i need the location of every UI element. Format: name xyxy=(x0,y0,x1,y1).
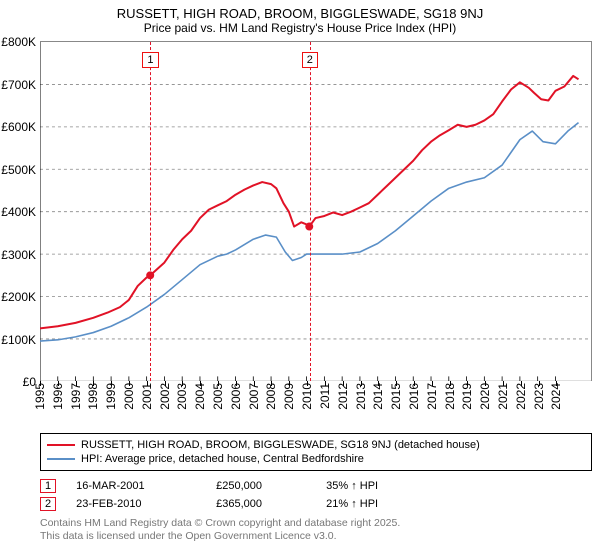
chart-area: £0£100K£200K£300K£400K£500K£600K£700K£80… xyxy=(40,41,592,381)
x-tick-label: 2007 xyxy=(247,383,261,410)
annotation-vline xyxy=(150,42,151,381)
x-tick-label: 2008 xyxy=(264,383,278,410)
x-tick-label: 2017 xyxy=(425,383,439,410)
sale-delta: 35% ↑ HPI xyxy=(326,480,378,492)
sale-date: 16-MAR-2001 xyxy=(76,480,196,492)
annotation-vline xyxy=(310,42,311,381)
x-tick-label: 2014 xyxy=(371,383,385,410)
x-tick-label: 2012 xyxy=(336,383,350,410)
sale-index-box: 2 xyxy=(40,497,56,511)
y-tick-label: £400K xyxy=(1,205,36,219)
x-tick-label: 2020 xyxy=(478,383,492,410)
y-tick-label: £600K xyxy=(1,120,36,134)
legend-label-red: RUSSETT, HIGH ROAD, BROOM, BIGGLESWADE, … xyxy=(81,439,480,451)
legend: RUSSETT, HIGH ROAD, BROOM, BIGGLESWADE, … xyxy=(40,433,592,471)
x-tick-label: 2018 xyxy=(443,383,457,410)
x-axis-ticks: 1995199619971998199920002001200220032004… xyxy=(40,381,592,425)
x-tick-label: 2019 xyxy=(460,383,474,410)
x-tick-label: 2022 xyxy=(514,383,528,410)
x-tick-label: 1996 xyxy=(51,383,65,410)
sale-date: 23-FEB-2010 xyxy=(76,498,196,510)
x-tick-label: 1995 xyxy=(33,383,47,410)
y-tick-label: £100K xyxy=(1,333,36,347)
footer: Contains HM Land Registry data © Crown c… xyxy=(40,517,592,543)
x-tick-label: 2013 xyxy=(354,383,368,410)
x-tick-label: 2021 xyxy=(496,383,510,410)
legend-row-red: RUSSETT, HIGH ROAD, BROOM, BIGGLESWADE, … xyxy=(47,438,585,452)
annotation-box: 1 xyxy=(142,52,158,68)
sale-price: £250,000 xyxy=(216,480,306,492)
x-tick-label: 2000 xyxy=(122,383,136,410)
x-tick-label: 2003 xyxy=(175,383,189,410)
x-tick-label: 2010 xyxy=(300,383,314,410)
x-tick-label: 1999 xyxy=(104,383,118,410)
x-tick-label: 2011 xyxy=(318,383,332,409)
x-tick-label: 1997 xyxy=(69,383,83,410)
x-tick-label: 2001 xyxy=(140,383,154,410)
x-tick-label: 2005 xyxy=(211,383,225,410)
y-tick-label: £700K xyxy=(1,78,36,92)
sale-row: 1 16-MAR-2001 £250,000 35% ↑ HPI xyxy=(40,477,592,495)
chart-svg xyxy=(40,42,591,381)
y-tick-label: £200K xyxy=(1,290,36,304)
x-tick-label: 2004 xyxy=(193,383,207,410)
legend-label-blue: HPI: Average price, detached house, Cent… xyxy=(81,453,364,465)
x-tick-label: 2023 xyxy=(532,383,546,410)
x-tick-label: 2015 xyxy=(389,383,403,410)
chart-subtitle: Price paid vs. HM Land Registry's House … xyxy=(0,21,600,35)
sale-price: £365,000 xyxy=(216,498,306,510)
legend-row-blue: HPI: Average price, detached house, Cent… xyxy=(47,452,585,466)
footer-line-1: Contains HM Land Registry data © Crown c… xyxy=(40,517,592,530)
y-tick-label: £500K xyxy=(1,163,36,177)
y-tick-label: £300K xyxy=(1,248,36,262)
x-tick-label: 2002 xyxy=(158,383,172,410)
y-tick-label: £800K xyxy=(1,35,36,49)
x-tick-label: 2016 xyxy=(407,383,421,410)
sale-rows: 1 16-MAR-2001 £250,000 35% ↑ HPI 2 23-FEB-201… xyxy=(40,477,592,513)
sale-index-box: 1 xyxy=(40,479,56,493)
x-tick-label: 2024 xyxy=(549,383,563,410)
sale-delta: 21% ↑ HPI xyxy=(326,498,378,510)
legend-swatch-red xyxy=(47,444,75,446)
chart-title: RUSSETT, HIGH ROAD, BROOM, BIGGLESWADE, … xyxy=(0,6,600,21)
x-tick-label: 1998 xyxy=(86,383,100,410)
legend-swatch-blue xyxy=(47,458,75,460)
x-tick-label: 2009 xyxy=(282,383,296,410)
sale-row: 2 23-FEB-2010 £365,000 21% ↑ HPI xyxy=(40,495,592,513)
annotation-box: 2 xyxy=(302,52,318,68)
footer-line-2: This data is licensed under the Open Gov… xyxy=(40,530,592,543)
x-tick-label: 2006 xyxy=(229,383,243,410)
